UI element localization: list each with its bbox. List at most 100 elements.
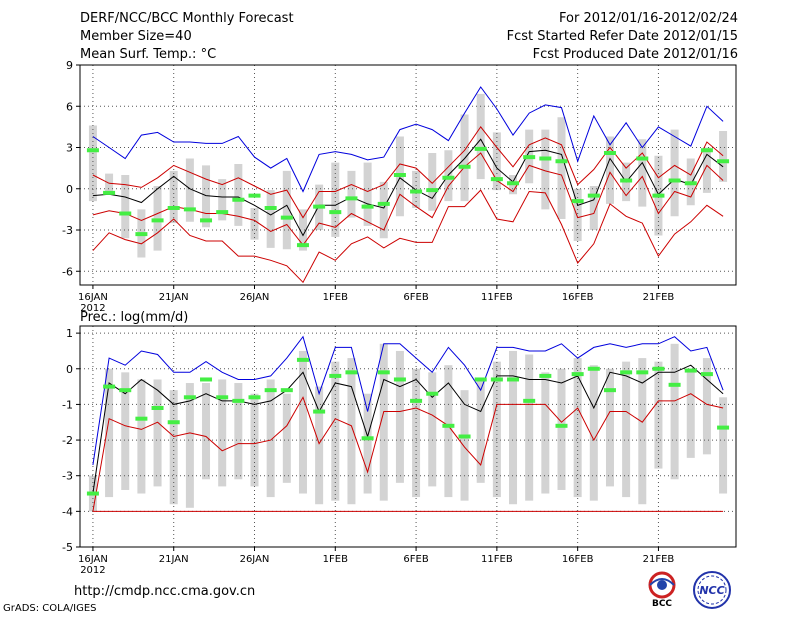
bcc-logo-text: BCC [652,599,672,608]
ncc-logo-text: NCC [699,584,724,597]
median-marker [490,377,503,382]
member-range-bar [250,208,259,240]
y-tick-label: -3 [62,470,73,483]
median-marker [345,370,358,375]
header-left: DERF/NCC/BCC Monthly Forecast Member Size… [80,10,294,64]
median-marker [86,148,99,153]
member-range-bar [379,343,388,501]
median-marker [361,204,374,209]
median-marker [523,155,536,160]
series-line-upper [92,126,724,219]
member-range-bar [395,350,404,483]
median-marker [652,366,665,371]
grads-credit: GrADS: COLA/IGES [3,603,97,614]
y-tick-label: -2 [62,434,73,447]
member-range-bar [282,170,291,250]
median-marker [523,398,536,403]
x-tick-label: 16JAN [78,554,108,565]
median-marker [151,218,164,223]
median-marker [329,210,342,215]
median-marker [620,178,633,183]
member-range-bar [88,125,97,202]
member-range-bar [605,136,614,204]
member-range-bar [509,350,518,505]
member-range-bar [347,170,356,218]
median-marker [474,146,487,151]
series-line-mean [92,364,724,494]
member-range-bar [638,358,647,505]
member-range-bar [476,93,485,180]
y-tick-label: -6 [62,265,73,278]
median-marker [200,218,213,223]
member-range-bar [589,186,598,230]
y-tick-label: 9 [66,59,73,72]
member-range-bar [121,175,130,239]
median-marker [103,190,116,195]
member-range-bar [541,372,550,494]
median-marker [103,384,116,389]
median-marker [442,423,455,428]
median-marker [603,388,616,393]
median-marker [264,388,277,393]
member-range-bar [686,372,695,458]
member-range-bar [202,383,211,480]
median-marker [620,370,633,375]
median-marker [700,148,713,153]
median-marker [119,211,132,216]
median-marker [361,436,374,441]
member-range-bar [444,365,453,498]
x-sublabel: 2012 [80,565,105,576]
member-range-bar [105,173,114,192]
median-marker [296,243,309,248]
median-marker [507,377,520,382]
median-marker [555,159,568,164]
member-range-bar [412,368,421,498]
panel-title: Prec.: log(mm/d) [80,310,188,325]
x-tick-label: 11FEB [481,554,513,565]
x-tick-label: 16FEB [562,292,594,303]
x-tick-label: 16FEB [562,554,594,565]
median-marker [410,398,423,403]
median-marker [571,372,584,377]
y-tick-label: 3 [66,142,73,155]
member-range-bar [654,361,663,469]
series-line-lower [92,152,724,246]
member-range-bar [670,343,679,480]
member-range-bar [363,162,372,226]
median-marker [458,434,471,439]
y-tick-label: -1 [62,398,73,411]
median-marker [426,188,439,193]
member-range-bar [185,383,194,508]
median-marker [587,193,600,198]
median-marker [135,416,148,421]
series-line-lower [92,393,724,512]
x-tick-label: 16JAN [78,292,108,303]
median-marker [329,373,342,378]
member-range-bar [153,186,162,251]
member-range-bar [702,147,711,193]
ncc-logo: NCC [693,571,731,609]
median-marker [183,395,196,400]
x-tick-label: 6FEB [403,292,428,303]
median-marker [684,181,697,186]
median-marker [458,164,471,169]
median-marker [200,377,213,382]
median-marker [167,206,180,210]
median-marker [684,368,697,373]
member-range-bar [298,209,307,251]
header-right: For 2012/01/16-2012/02/24 Fcst Started Re… [507,10,738,64]
y-tick-label: -4 [62,505,73,518]
median-marker [119,388,132,393]
median-marker [313,409,326,414]
member-range-bar [589,365,598,501]
median-marker [539,373,552,378]
member-range-bar [719,397,728,494]
median-marker [345,196,358,201]
median-marker [216,395,229,400]
y-tick-label: 1 [66,327,73,340]
median-marker [232,398,245,403]
median-marker [587,366,600,371]
footer-url: http://cmdp.ncc.cma.gov.cn [74,584,256,599]
median-marker [700,372,713,377]
